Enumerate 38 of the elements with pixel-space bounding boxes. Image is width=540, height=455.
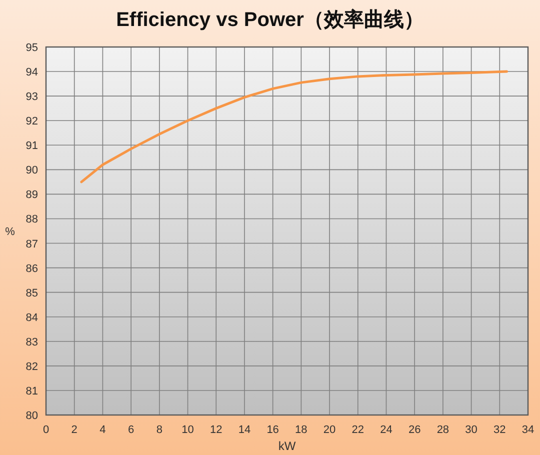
y-tick-label: 84 (26, 312, 38, 324)
x-tick-label: 8 (156, 424, 162, 436)
y-tick-label: 89 (26, 189, 38, 202)
y-tick-label: 81 (26, 385, 38, 398)
y-tick-label: 82 (26, 360, 38, 373)
x-tick-label: 4 (100, 424, 106, 436)
line-series (80, 70, 508, 184)
y-tick-label: 80 (26, 410, 38, 422)
x-tick-label: 10 (182, 424, 194, 436)
y-axis-title: % (5, 226, 16, 238)
y-tick-label: 92 (26, 116, 38, 128)
x-tick-label: 26 (408, 424, 421, 436)
x-tick-label: 2 (71, 424, 78, 436)
x-tick-label: 16 (266, 424, 279, 436)
x-tick-label: 0 (42, 424, 50, 436)
y-tick-label: 86 (26, 262, 38, 275)
x-tick-label: 20 (323, 424, 336, 436)
y-tick-label: 87 (26, 238, 38, 250)
x-tick-label: 18 (295, 424, 308, 436)
y-tick-label: 90 (26, 164, 38, 177)
y-tick-label: 88 (26, 214, 38, 226)
x-tick-label: 30 (465, 424, 478, 436)
y-tick-label: 83 (26, 336, 38, 348)
x-tick-label: 22 (352, 424, 364, 436)
x-tick-label: 6 (128, 424, 134, 436)
x-axis-title: kW (278, 439, 296, 453)
x-tick-label: 32 (494, 424, 506, 436)
x-tick-label: 12 (210, 424, 222, 436)
y-tick-label: 85 (26, 287, 38, 300)
chart-title: Efficiency vs Power（效率曲线） (116, 8, 424, 31)
x-tick-label: 28 (436, 424, 450, 436)
y-tick-label: 95 (26, 42, 38, 54)
y-tick-label: 94 (26, 66, 38, 79)
y-tick-label: 91 (26, 140, 38, 152)
x-tick-label: 24 (380, 424, 392, 436)
y-tick-label: 93 (26, 91, 38, 104)
x-tick-label: 34 (522, 424, 534, 436)
x-tick-label: 14 (238, 424, 251, 436)
